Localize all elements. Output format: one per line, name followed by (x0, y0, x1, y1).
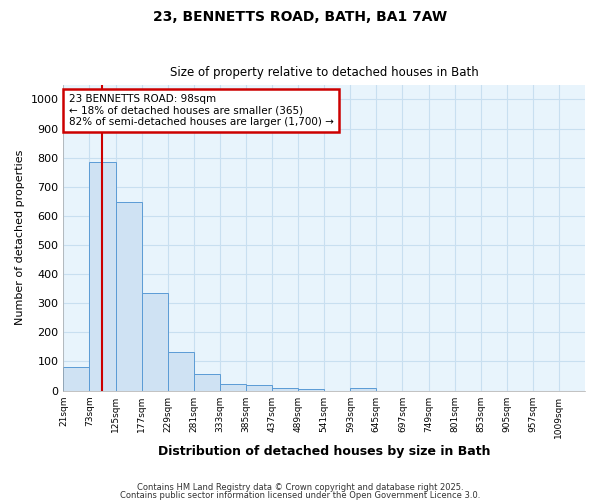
Bar (194, 374, 220, 390)
Bar (220, 384, 246, 390)
Text: 23 BENNETTS ROAD: 98sqm
← 18% of detached houses are smaller (365)
82% of semi-d: 23 BENNETTS ROAD: 98sqm ← 18% of detache… (68, 94, 334, 127)
Bar (89, 162, 116, 390)
Text: 23, BENNETTS ROAD, BATH, BA1 7AW: 23, BENNETTS ROAD, BATH, BA1 7AW (153, 10, 447, 24)
X-axis label: Distribution of detached houses by size in Bath: Distribution of detached houses by size … (158, 444, 490, 458)
Bar (64, 368, 89, 390)
Text: Contains HM Land Registry data © Crown copyright and database right 2025.: Contains HM Land Registry data © Crown c… (137, 484, 463, 492)
Bar (350, 388, 376, 390)
Text: Contains public sector information licensed under the Open Government Licence 3.: Contains public sector information licen… (120, 491, 480, 500)
Bar (142, 293, 168, 390)
Bar (168, 352, 194, 391)
Bar (298, 389, 324, 390)
Bar (272, 388, 298, 390)
Y-axis label: Number of detached properties: Number of detached properties (15, 150, 25, 326)
Title: Size of property relative to detached houses in Bath: Size of property relative to detached ho… (170, 66, 479, 80)
Bar (246, 386, 272, 390)
Bar (116, 202, 142, 390)
